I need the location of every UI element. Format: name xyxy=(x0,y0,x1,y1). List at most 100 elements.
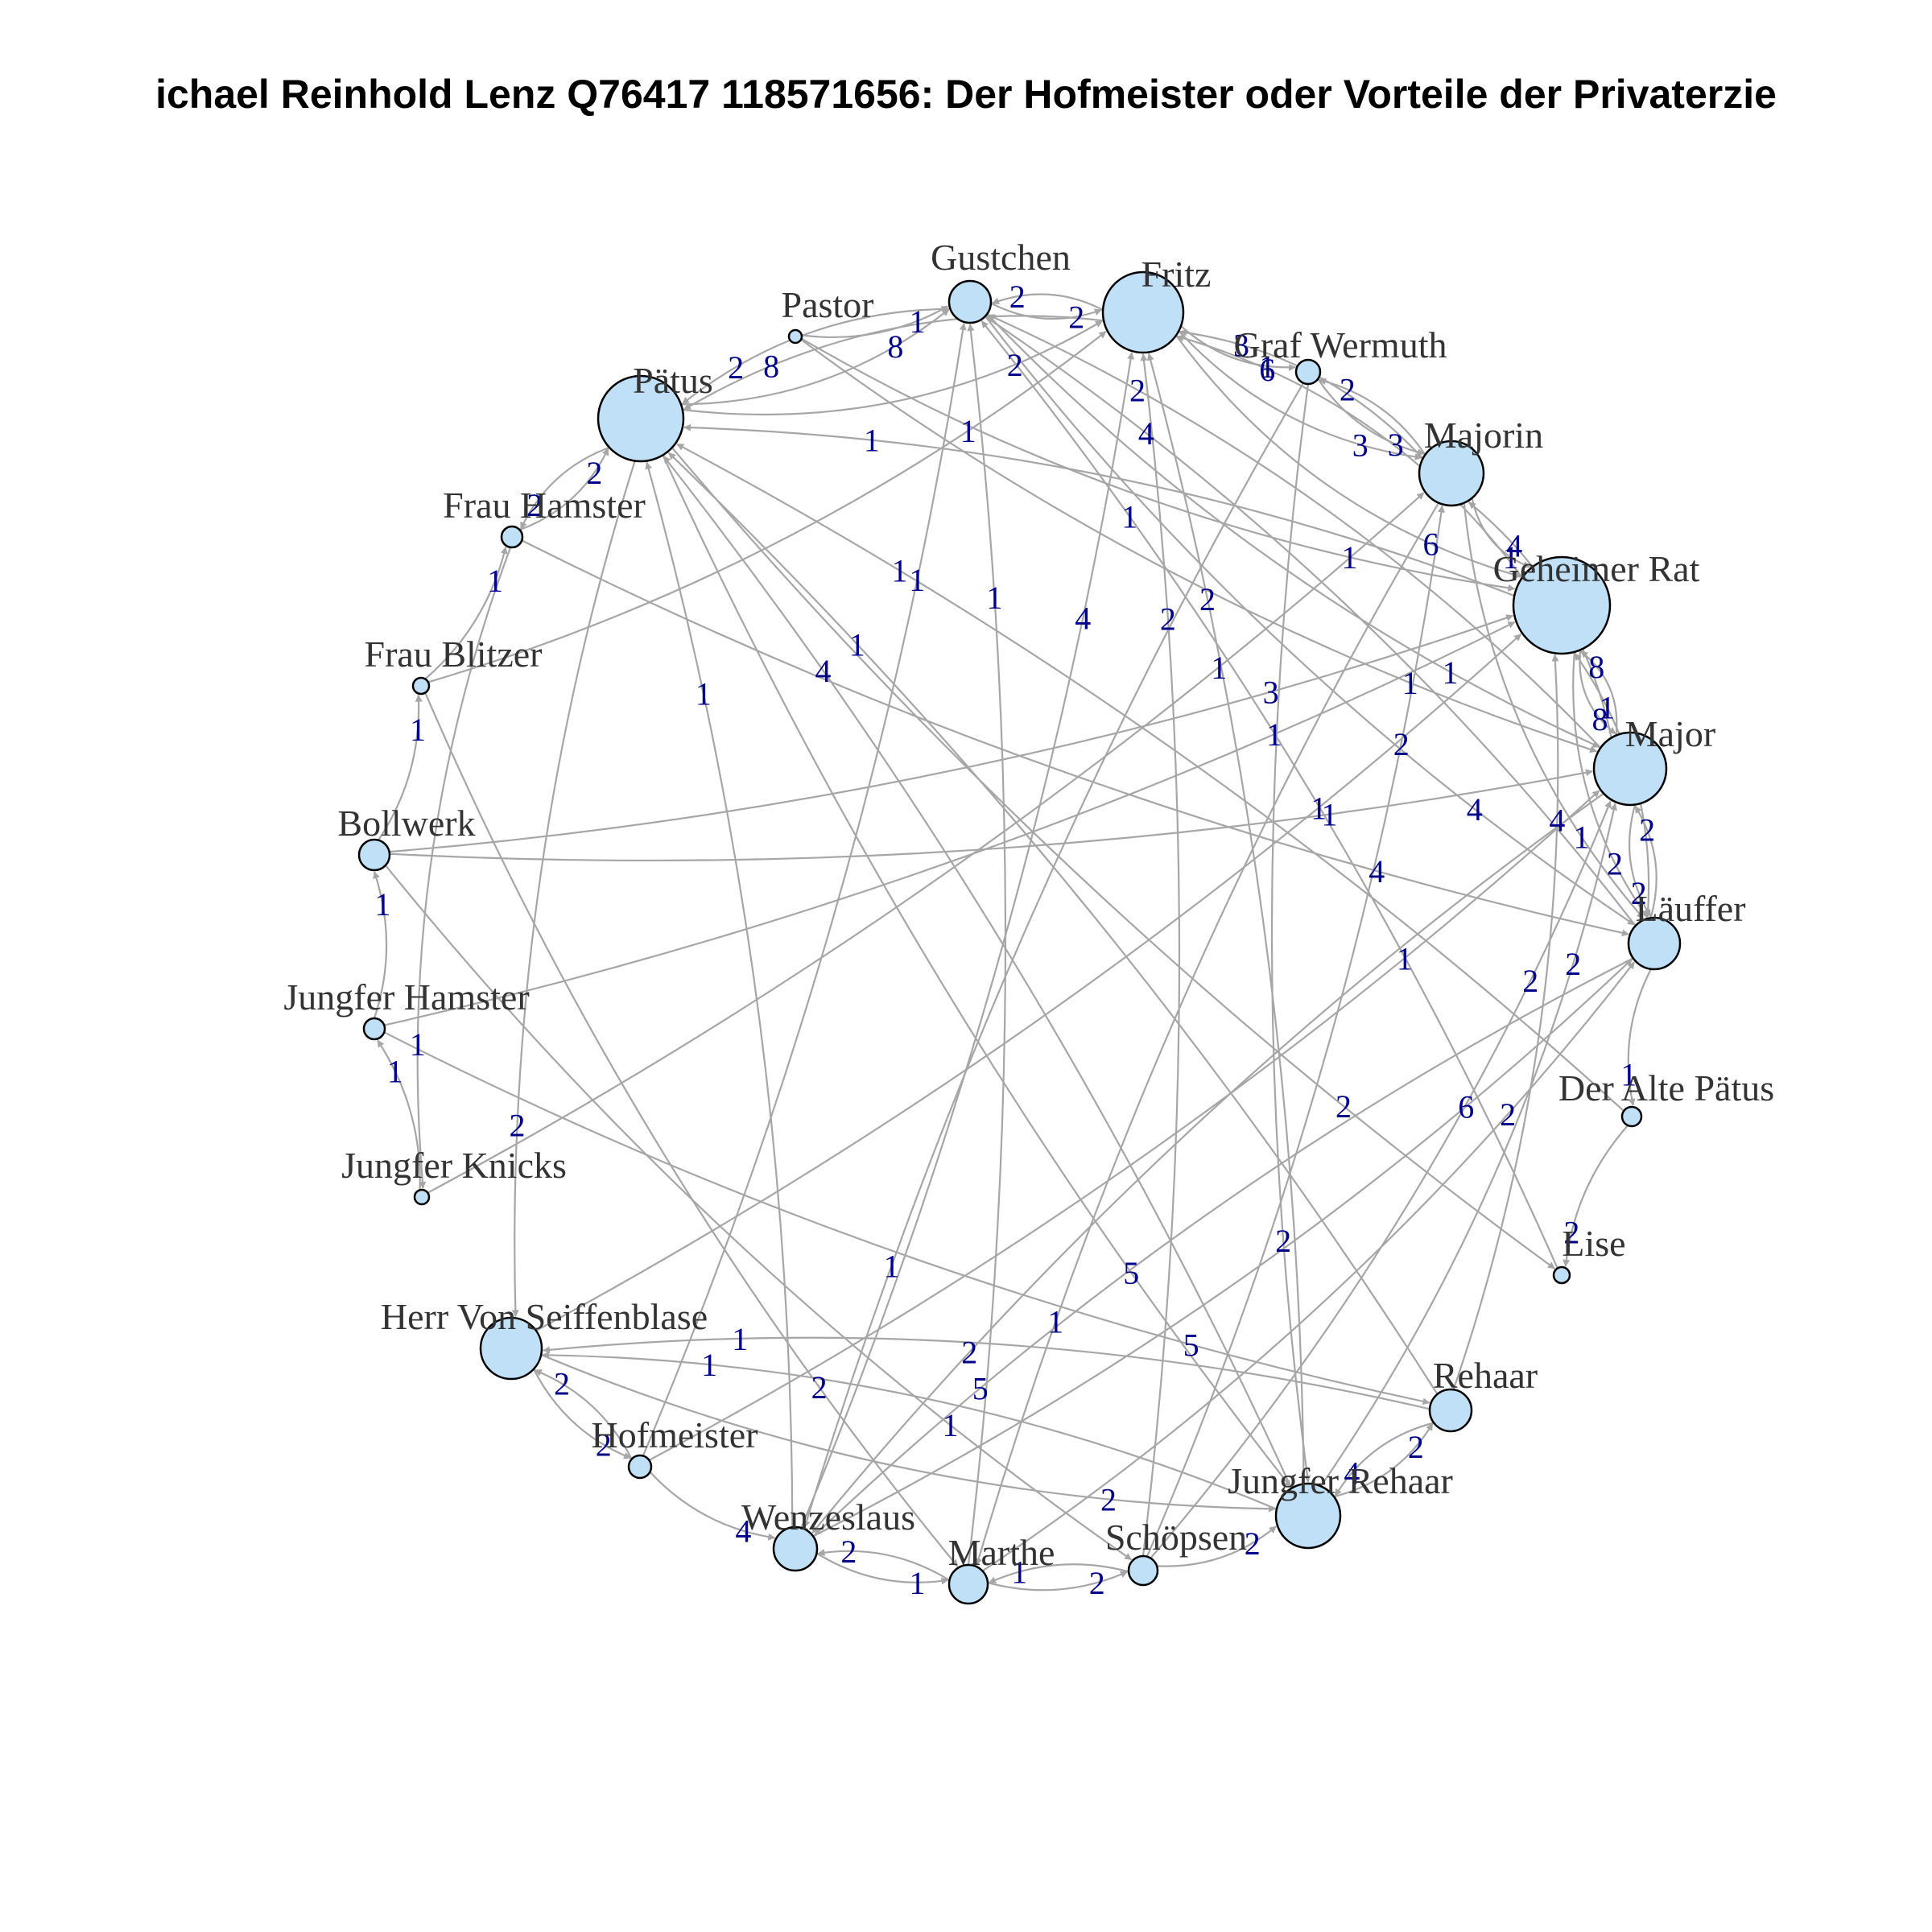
edge-frau-hamster-to-p-tus xyxy=(519,448,609,531)
node-label-major: Major xyxy=(1625,713,1715,754)
edge-weight-label: 6 xyxy=(1458,1089,1474,1125)
edge-herr-von-seiffenblase-to-hofmeister xyxy=(533,1368,632,1459)
node-marthe[interactable] xyxy=(947,1563,989,1605)
edge-weight-label: 5 xyxy=(1123,1255,1139,1291)
edge-der-alte-p-tus-to-p-tus xyxy=(676,443,1624,1112)
node-jungfer-rehaar[interactable] xyxy=(1274,1482,1342,1550)
edge-fritz-to-majorin xyxy=(1178,330,1422,460)
chart-title: ichael Reinhold Lenz Q76417 118571656: D… xyxy=(155,72,1777,117)
node-majorin[interactable] xyxy=(1418,440,1485,507)
edge-weight-label: 2 xyxy=(1563,1214,1579,1250)
edge-jungfer-rehaar-to-fritz xyxy=(1146,353,1305,1484)
edge-weight-label: 2 xyxy=(1335,1088,1352,1125)
node-sch-psen[interactable] xyxy=(1127,1554,1159,1587)
edge-weight-label: 4 xyxy=(1549,803,1565,839)
node-labels-layer: Gustchen Fritz Graf Wermuth Majorin Geheimer… xyxy=(283,237,1774,1573)
edge-weight-label: 3 xyxy=(1388,427,1404,463)
edge-weight-label: 2 xyxy=(596,1427,612,1463)
node-p-tus[interactable] xyxy=(597,374,685,463)
edge-majorin-to-graf-wermuth xyxy=(1319,378,1426,456)
node-fritz[interactable] xyxy=(1101,270,1185,354)
edge-rehaar-to-jungfer-rehaar xyxy=(1334,1422,1435,1496)
edge-sch-psen-to-majorin xyxy=(1146,505,1445,1558)
node-bollwerk[interactable] xyxy=(357,838,391,872)
node-hofmeister[interactable] xyxy=(627,1454,653,1480)
edge-marthe-to-l-uffer xyxy=(981,961,1636,1572)
node-geheimer-rat[interactable] xyxy=(1512,555,1612,655)
edge-weight-label: 1 xyxy=(1322,797,1338,833)
edge-weight-label: 1 xyxy=(410,1026,426,1063)
node-l-uffer[interactable] xyxy=(1627,916,1682,971)
node-jungfer-hamster[interactable] xyxy=(362,1017,386,1041)
edge-weight-label: 1 xyxy=(1341,539,1357,576)
edge-weight-label: 1 xyxy=(910,1565,926,1601)
edge-rehaar-to-p-tus xyxy=(668,452,1439,1395)
node-gustchen[interactable] xyxy=(947,279,993,324)
node-der-alte-p-tus[interactable] xyxy=(1620,1105,1643,1128)
edge-wenzeslaus-to-marthe xyxy=(815,1552,949,1585)
edge-p-tus-to-frau-hamster xyxy=(520,446,610,530)
edge-weight-label: 2 xyxy=(1160,601,1176,638)
node-jungfer-knicks[interactable] xyxy=(413,1188,431,1206)
node-label-jungfer-knicks: Jungfer Knicks xyxy=(341,1145,567,1186)
edge-jungfer-hamster-to-rehaar xyxy=(383,1031,1430,1406)
edge-frau-blitzer-to-fritz xyxy=(427,331,1107,683)
edge-weight-label: 6 xyxy=(1259,352,1275,388)
edge-weight-label: 4 xyxy=(1368,853,1385,890)
edge-weight-label: 1 xyxy=(960,413,976,449)
edge-jungfer-rehaar-to-p-tus xyxy=(663,456,1293,1489)
edge-jungfer-hamster-to-bollwerk xyxy=(373,871,388,1019)
edge-p-tus-to-lise xyxy=(671,447,1555,1269)
node-label-fritz: Fritz xyxy=(1141,254,1212,295)
edge-lise-to-gustchen xyxy=(980,320,1558,1269)
edge-major-to-wenzeslaus xyxy=(811,792,1604,1534)
node-graf-wermuth[interactable] xyxy=(1294,358,1322,386)
node-frau-hamster[interactable] xyxy=(500,525,524,549)
edge-weight-label: 2 xyxy=(1089,1565,1105,1601)
edge-frau-hamster-to-l-uffer xyxy=(521,539,1629,937)
node-label-wenzeslaus: Wenzeslaus xyxy=(741,1496,915,1538)
edge-sch-psen-to-fritz xyxy=(1140,353,1181,1557)
edge-wenzeslaus-to-p-tus xyxy=(645,461,794,1528)
node-herr-von-seiffenblase[interactable] xyxy=(479,1316,543,1381)
edge-gustchen-to-p-tus xyxy=(682,308,951,405)
edge-l-uffer-to-wenzeslaus xyxy=(813,957,1634,1537)
edge-marthe-to-wenzeslaus xyxy=(817,1549,951,1582)
edge-weight-label: 2 xyxy=(1607,845,1623,881)
node-pastor[interactable] xyxy=(787,328,803,345)
edge-weight-label: 1 xyxy=(892,553,908,589)
edge-jungfer-knicks-to-majorin xyxy=(427,492,1425,1194)
edge-weight-label: 1 xyxy=(732,1321,748,1357)
edge-frau-hamster-to-jungfer-knicks xyxy=(416,547,512,1189)
edge-weight-label: 1 xyxy=(1397,940,1413,976)
node-wenzeslaus[interactable] xyxy=(772,1525,819,1572)
edge-rehaar-to-geheimer-rat xyxy=(1452,654,1559,1390)
edge-weight-label: 1 xyxy=(1047,1304,1063,1340)
edge-p-tus-to-gustchen xyxy=(680,308,950,406)
node-frau-blitzer[interactable] xyxy=(411,676,431,696)
edge-weight-label: 2 xyxy=(1007,347,1023,383)
node-rehaar[interactable] xyxy=(1428,1388,1473,1433)
node-label-jungfer-rehaar: Jungfer Rehaar xyxy=(1228,1460,1453,1501)
node-major[interactable] xyxy=(1592,731,1668,807)
edge-pastor-to-major xyxy=(800,338,1598,753)
edge-sch-psen-to-jungfer-rehaar xyxy=(1157,1525,1277,1567)
node-label-rehaar: Rehaar xyxy=(1433,1355,1538,1396)
edge-jungfer-knicks-to-jungfer-hamster xyxy=(377,1039,421,1191)
edge-jungfer-rehaar-to-major xyxy=(1319,803,1618,1487)
node-label-p-tus: Pätus xyxy=(633,360,713,401)
edge-weight-label: 2 xyxy=(961,1335,977,1371)
edge-p-tus-to-fritz xyxy=(682,320,1103,416)
node-lise[interactable] xyxy=(1552,1265,1571,1285)
edge-graf-wermuth-to-majorin xyxy=(1317,378,1425,456)
edge-fritz-to-graf-wermuth xyxy=(1180,325,1296,372)
edge-weight-label: 2 xyxy=(840,1534,857,1570)
edge-der-alte-p-tus-to-lise xyxy=(1563,1125,1629,1267)
edge-weight-label: 1 xyxy=(1402,665,1418,701)
edge-weight-label: 8 xyxy=(763,348,779,384)
node-label-herr-von-seiffenblase: Herr Von Seiffenblase xyxy=(381,1296,708,1337)
edge-l-uffer-to-major xyxy=(1634,805,1657,919)
edge-jungfer-rehaar-to-rehaar xyxy=(1333,1422,1434,1498)
